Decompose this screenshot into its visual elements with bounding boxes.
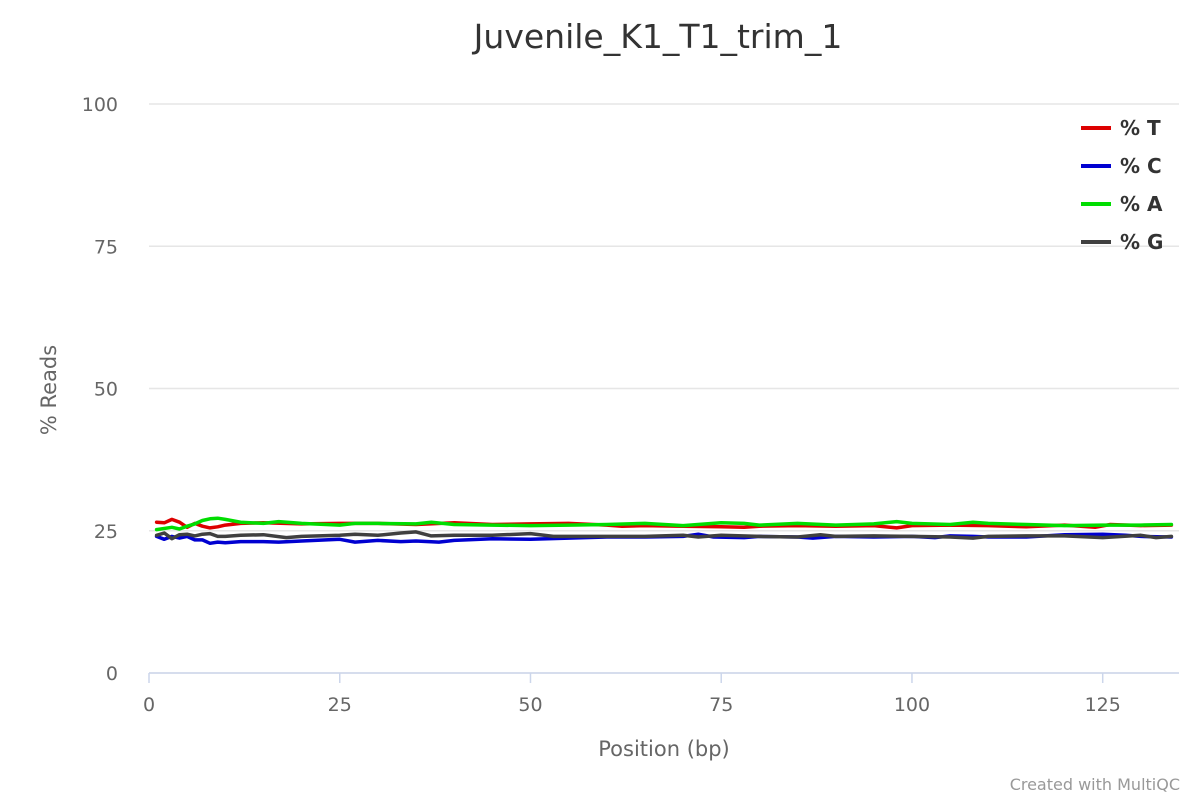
y-tick-label: 100 bbox=[82, 94, 118, 116]
legend-label-g[interactable]: % G bbox=[1120, 230, 1163, 254]
chart-title: Juvenile_K1_T1_trim_1 bbox=[472, 17, 843, 56]
x-tick-label: 0 bbox=[143, 694, 155, 716]
y-tick-label: 25 bbox=[94, 521, 118, 543]
series-lines bbox=[154, 516, 1174, 546]
series-line-g[interactable] bbox=[154, 530, 1174, 541]
x-tick-label: 125 bbox=[1085, 694, 1121, 716]
x-axis-label: Position (bp) bbox=[598, 737, 730, 761]
y-tick-label: 50 bbox=[94, 379, 118, 401]
y-tick-label: 75 bbox=[94, 236, 118, 258]
x-tick-label: 100 bbox=[894, 694, 930, 716]
legend[interactable]: % T % C % A % G bbox=[1081, 116, 1163, 254]
legend-label-a[interactable]: % A bbox=[1120, 192, 1163, 216]
legend-label-c[interactable]: % C bbox=[1120, 154, 1162, 178]
credit-text[interactable]: Created with MultiQC bbox=[1010, 775, 1180, 794]
y-tick-labels: 0 25 50 75 100 bbox=[82, 94, 118, 685]
x-tick-labels: 0 25 50 75 100 125 bbox=[143, 673, 1121, 716]
y-tick-label: 0 bbox=[106, 663, 118, 685]
legend-label-t[interactable]: % T bbox=[1120, 116, 1161, 140]
series-line-a[interactable] bbox=[154, 516, 1174, 532]
gridlines bbox=[149, 103, 1179, 674]
x-tick-label: 25 bbox=[328, 694, 352, 716]
x-tick-label: 50 bbox=[518, 694, 542, 716]
x-tick-label: 75 bbox=[709, 694, 733, 716]
y-axis-label: % Reads bbox=[37, 345, 61, 435]
